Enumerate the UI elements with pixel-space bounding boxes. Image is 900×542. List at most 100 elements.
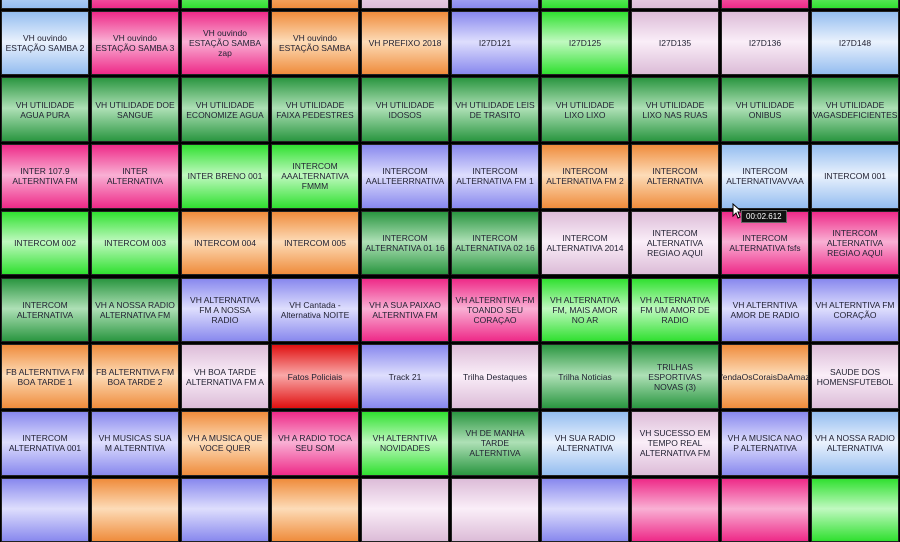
sound-button[interactable]	[361, 0, 449, 9]
sound-button[interactable]	[271, 0, 359, 9]
sound-button[interactable]: Fatos Policiais	[271, 344, 359, 409]
sound-button[interactable]: VH SUCESSO EM TEMPO REAL ALTERNATIVA FM	[631, 410, 719, 476]
button-label: SAUDE DOS HOMENSFUTEBOL	[816, 366, 894, 387]
sound-button[interactable]: INTERCOM ALTERNATIVA REGIAO AQUI	[811, 210, 899, 276]
sound-button[interactable]: VH ouvindo ESTAÇÃO SAMBA 2	[1, 10, 89, 76]
sound-button[interactable]: VH UTILIDADE ONIBUS	[721, 77, 809, 143]
sound-button[interactable]: INTERCOM AALLTEERRNATIVA	[361, 144, 449, 209]
sound-button[interactable]: VH UTILIDADE LIXO LIXO	[541, 77, 629, 143]
sound-button[interactable]	[91, 0, 179, 9]
sound-button[interactable]	[721, 0, 809, 9]
sound-button[interactable]: VH A RADIO TOCA SEU SOM	[271, 410, 359, 476]
sound-button[interactable]: VH ALTERNTIVA AMOR DE RADIO	[721, 277, 809, 343]
sound-button[interactable]	[1, 0, 89, 9]
sound-button[interactable]: I27D136	[721, 10, 809, 76]
sound-button[interactable]: INTERCOM ALTERNATIVA	[1, 277, 89, 343]
sound-button[interactable]	[451, 0, 539, 9]
sound-button[interactable]: VH BOA TARDE ALTERNATIVA FM A	[181, 344, 269, 409]
sound-button[interactable]: INTERCOM ALTERNATIVA 01 16	[361, 210, 449, 276]
sound-button[interactable]: Track 21	[361, 344, 449, 409]
sound-button[interactable]	[811, 0, 899, 9]
sound-button[interactable]: VH Cantada - Alternativa NOITE	[271, 277, 359, 343]
sound-button[interactable]	[721, 477, 809, 542]
sound-button[interactable]: INTERCOM ALTERNATIVA 001	[1, 410, 89, 476]
sound-button[interactable]	[451, 477, 539, 542]
sound-button[interactable]: INTER BRENO 001	[181, 144, 269, 209]
sound-button[interactable]	[1, 477, 89, 542]
sound-button[interactable]: VH ALTERNATIVA FM UM AMOR DE RADIO	[631, 277, 719, 343]
sound-button[interactable]	[181, 0, 269, 9]
sound-button[interactable]	[811, 477, 899, 542]
sound-button[interactable]: INTERCOM 003	[91, 210, 179, 276]
sound-button[interactable]: VH A SUA PAIXAO ALTERNTIVA FM	[361, 277, 449, 343]
sound-button[interactable]: VH ouvindo ESTAÇÃO SAMBA	[271, 10, 359, 76]
sound-button[interactable]: VH UTILIDADE IDOSOS	[361, 77, 449, 143]
sound-button[interactable]: INTERCOM ALTERNATIVA FM 2	[541, 144, 629, 209]
sound-button[interactable]: VH ouvindo ESTAÇÃO SAMBA zap	[181, 10, 269, 76]
sound-button[interactable]: VH ouvindo ESTAÇÃO SAMBA 3	[91, 10, 179, 76]
sound-button[interactable]	[361, 477, 449, 542]
sound-button[interactable]: VH ALTERNTIVA FM CORAÇÃO	[811, 277, 899, 343]
sound-button[interactable]: VH DE MANHA TARDE ALTERNTIVA	[451, 410, 539, 476]
sound-button[interactable]: INTERCOM 005	[271, 210, 359, 276]
sound-button[interactable]: INTERCOM 001	[811, 144, 899, 209]
sound-button[interactable]: efendaOsCoraisDaAmazô	[721, 344, 809, 409]
button-label: INTERCOM ALTERNATIVA	[646, 166, 704, 187]
sound-button[interactable]: INTER 107.9 ALTERNTIVA FM	[1, 144, 89, 209]
sound-button[interactable]: VH UTILIDADE FAIXA PEDESTRES	[271, 77, 359, 143]
button-label: VH UTILIDADE ECONOMIZE AGUA	[186, 99, 264, 120]
sound-button[interactable]: VH UTILIDADE ECONOMIZE AGUA	[181, 77, 269, 143]
sound-button[interactable]: FB ALTERNTIVA FM BOA TARDE 1	[1, 344, 89, 409]
sound-button[interactable]: VH ALTERNATIVA FM, MAIS AMOR NO AR	[541, 277, 629, 343]
sound-button[interactable]: VH ALTERNATIVA FM A NOSSA RADIO	[181, 277, 269, 343]
sound-button[interactable]: VH A MUSICA NAO P ALTERNATIVA	[721, 410, 809, 476]
sound-button[interactable]: VH A MUSICA QUE VOCE QUER	[181, 410, 269, 476]
sound-button[interactable]: INTERCOM ALTERNATIVA 02 16	[451, 210, 539, 276]
sound-button[interactable]: VH MUSICAS SUA M ALTERNTIVA	[91, 410, 179, 476]
button-label: VH UTILIDADE ONIBUS	[735, 99, 795, 120]
sound-button[interactable]: VH SUA RADIO ALTERNATIVA	[541, 410, 629, 476]
sound-button[interactable]: SAUDE DOS HOMENSFUTEBOL	[811, 344, 899, 409]
sound-button[interactable]: INTERCOM ALTERNATIVA REGIAO AQUI	[631, 210, 719, 276]
sound-button[interactable]: I27D121	[451, 10, 539, 76]
sound-button[interactable]	[631, 477, 719, 542]
sound-button[interactable]: INTERCOM ALTERNATIVA 2014	[541, 210, 629, 276]
button-label: INTERCOM ALTERNATIVA REGIAO AQUI	[826, 228, 884, 259]
sound-button[interactable]: TRILHAS ESPORTIVAS NOVAS (3)	[631, 344, 719, 409]
button-label: INTERCOM AALLTEERRNATIVA	[365, 166, 445, 187]
sound-button[interactable]: I27D148	[811, 10, 899, 76]
sound-button[interactable]: Trilha Noticias	[541, 344, 629, 409]
sound-button[interactable]: VH A NOSSA RADIO ALTERNATIVA FM	[91, 277, 179, 343]
sound-button[interactable]: I27D135	[631, 10, 719, 76]
button-label: INTER 107.9 ALTERNTIVA FM	[12, 166, 78, 187]
sound-button[interactable]: VH UTILIDADE LEIS DE TRASITO	[451, 77, 539, 143]
sound-button[interactable]: INTER ALTERNATIVA	[91, 144, 179, 209]
sound-button[interactable]: INTERCOM AAALTERNATIVA FMMM	[271, 144, 359, 209]
sound-button[interactable]: INTERCOM ALTERNATIVA	[631, 144, 719, 209]
sound-button[interactable]: INTERCOM ALTERNATIVAVVAA	[721, 144, 809, 209]
sound-button[interactable]: VH A NOSSA RADIO ALTERNATIVA	[811, 410, 899, 476]
sound-button[interactable]: INTERCOM 002	[1, 210, 89, 276]
sound-button[interactable]	[541, 477, 629, 542]
sound-button[interactable]	[181, 477, 269, 542]
sound-button[interactable]: VH UTILIDADE AGUA PURA	[1, 77, 89, 143]
sound-button[interactable]: INTERCOM 004	[181, 210, 269, 276]
sound-button[interactable]: I27D125	[541, 10, 629, 76]
sound-button[interactable]: VH PREFIXO 2018	[361, 10, 449, 76]
button-label: INTERCOM ALTERNATIVA	[16, 299, 74, 320]
button-label: VH UTILIDADE AGUA PURA	[15, 99, 75, 120]
sound-button[interactable]: VH UTILIDADE LIXO NAS RUAS	[631, 77, 719, 143]
sound-button[interactable]	[91, 477, 179, 542]
sound-button[interactable]	[271, 477, 359, 542]
sound-button[interactable]: VH UTILIDADE DOE SANGUE	[91, 77, 179, 143]
sound-button[interactable]	[541, 0, 629, 9]
sound-button[interactable]: VH ALTERNTIVA NOVIDADES	[361, 410, 449, 476]
sound-button[interactable]: VH ALTERNTIVA FM TOANDO SEU CORAÇAO	[451, 277, 539, 343]
button-label: VH ALTERNATIVA FM, MAIS AMOR NO AR	[550, 294, 620, 325]
sound-button[interactable]	[631, 0, 719, 9]
sound-button[interactable]: Trilha Destaques	[451, 344, 539, 409]
sound-button[interactable]: VH UTILIDADE VAGASDEFICIENTES	[811, 77, 899, 143]
sound-button[interactable]: FB ALTERNTIVA FM BOA TARDE 2	[91, 344, 179, 409]
button-label: VH ALTERNTIVA AMOR DE RADIO	[730, 299, 800, 320]
sound-button[interactable]: INTERCOM ALTERNATIVA FM 1	[451, 144, 539, 209]
